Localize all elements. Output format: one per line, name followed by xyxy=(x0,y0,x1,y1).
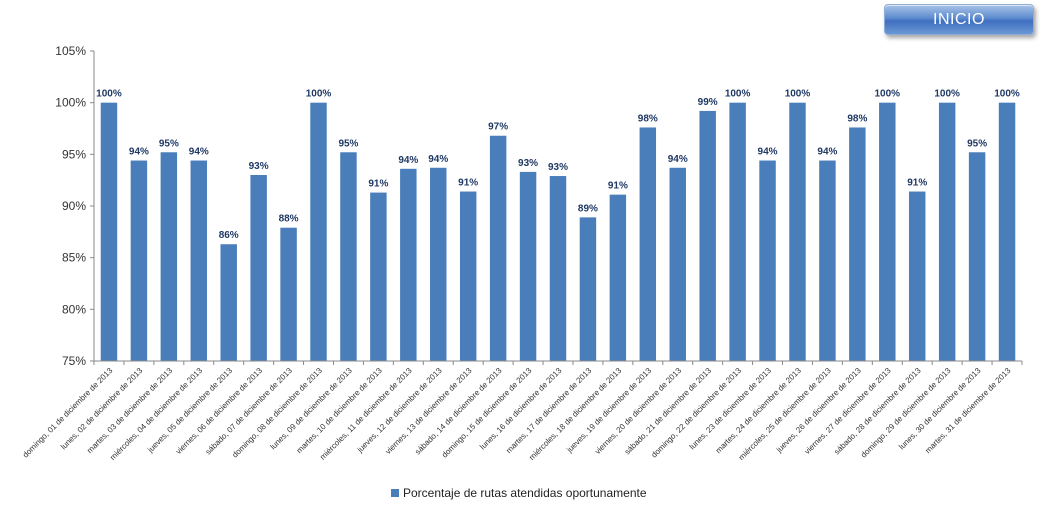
data-label: 88% xyxy=(279,214,299,225)
legend-swatch xyxy=(391,489,399,497)
data-label: 94% xyxy=(428,154,448,165)
data-label: 91% xyxy=(368,179,388,190)
bar xyxy=(489,135,507,361)
bar xyxy=(639,127,657,361)
data-label: 94% xyxy=(758,147,778,158)
data-label: 91% xyxy=(907,178,927,189)
data-labels: 100% 94% 95% 94% 86% 93% 88% 100% 95% 91% 94% 94% 91… xyxy=(96,89,1020,242)
data-label: 95% xyxy=(967,138,987,149)
data-label: 100% xyxy=(725,89,751,100)
data-label: 94% xyxy=(398,155,418,166)
data-label: 100% xyxy=(875,89,901,100)
data-label: 98% xyxy=(847,113,867,124)
bar xyxy=(400,168,417,361)
y-tick-label: 80% xyxy=(62,302,86,316)
bar xyxy=(519,171,537,361)
data-label: 91% xyxy=(458,178,478,189)
bar xyxy=(729,102,746,362)
legend-label: Porcentaje de rutas atendidas oportuname… xyxy=(403,486,647,500)
data-label: 94% xyxy=(129,147,149,158)
data-label: 100% xyxy=(785,89,811,100)
bar xyxy=(938,102,956,362)
bar xyxy=(190,160,208,361)
y-tick-label: 75% xyxy=(62,354,86,368)
data-label: 100% xyxy=(934,89,960,100)
y-tick-label: 90% xyxy=(62,199,86,213)
bar xyxy=(250,175,267,361)
y-tick-label: 100% xyxy=(55,96,86,110)
data-label: 98% xyxy=(638,113,658,124)
bar xyxy=(370,192,387,361)
bar xyxy=(100,102,118,362)
data-label: 95% xyxy=(338,138,358,149)
data-label: 93% xyxy=(518,158,538,169)
data-label: 94% xyxy=(668,154,688,165)
bar xyxy=(789,102,806,362)
bar xyxy=(759,160,776,361)
legend: Porcentaje de rutas atendidas oportuname… xyxy=(391,485,647,501)
bar xyxy=(998,102,1016,362)
bar xyxy=(220,244,237,361)
data-label: 91% xyxy=(608,181,628,192)
bar xyxy=(609,194,627,361)
bar xyxy=(819,160,836,361)
bar xyxy=(849,127,866,361)
bar xyxy=(549,176,567,361)
data-label: 94% xyxy=(817,147,837,158)
axes xyxy=(93,51,1022,362)
bar xyxy=(130,160,148,361)
y-tick-label: 95% xyxy=(62,147,86,161)
bar xyxy=(310,102,327,362)
data-label: 89% xyxy=(578,203,598,214)
data-label: 100% xyxy=(306,89,332,100)
bar xyxy=(669,167,686,361)
data-label: 100% xyxy=(994,89,1020,100)
bar xyxy=(430,167,447,361)
data-label: 100% xyxy=(96,89,122,100)
bar xyxy=(699,110,716,361)
bar xyxy=(879,102,896,362)
y-tick-label: 85% xyxy=(62,251,86,265)
y-axis: 75% 80% 85% 90% 95% 100% 105% xyxy=(55,44,94,368)
bar xyxy=(459,191,477,361)
data-label: 93% xyxy=(249,161,269,172)
bar xyxy=(579,217,597,361)
bar xyxy=(908,191,926,361)
bars xyxy=(100,102,1016,362)
bar xyxy=(160,152,178,361)
bar xyxy=(968,152,986,361)
data-label: 94% xyxy=(189,147,209,158)
data-label: 99% xyxy=(698,97,718,108)
inicio-button[interactable]: INICIO xyxy=(884,4,1034,35)
data-label: 93% xyxy=(548,162,568,173)
data-label: 95% xyxy=(159,138,179,149)
bar xyxy=(280,227,297,361)
bar xyxy=(340,152,357,361)
y-tick-label: 105% xyxy=(55,44,86,58)
data-label: 86% xyxy=(219,230,239,241)
data-label: 97% xyxy=(488,122,508,133)
